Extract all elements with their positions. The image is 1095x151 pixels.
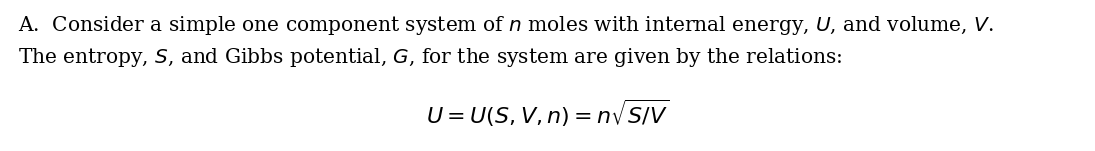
Text: The entropy, $S$, and Gibbs potential, $G$, for the system are given by the rela: The entropy, $S$, and Gibbs potential, $… xyxy=(18,46,842,69)
Text: A.  Consider a simple one component system of $n$ moles with internal energy, $U: A. Consider a simple one component syste… xyxy=(18,14,994,37)
Text: $U = U(S, V, n) = n\sqrt{S/V}$: $U = U(S, V, n) = n\sqrt{S/V}$ xyxy=(426,98,669,129)
